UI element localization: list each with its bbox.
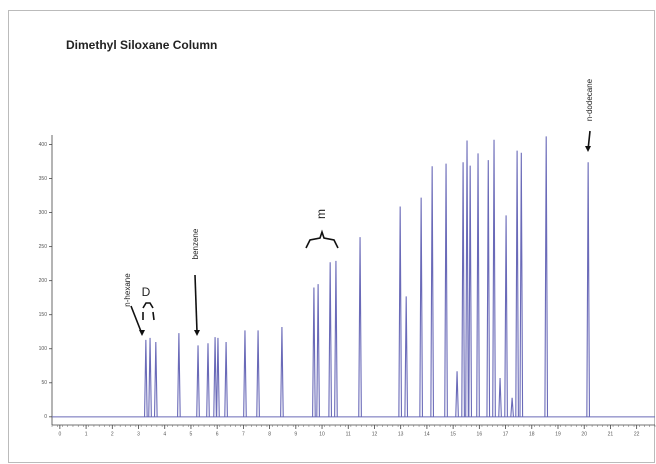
frame <box>8 10 655 463</box>
peak <box>404 296 409 417</box>
peak <box>358 237 362 417</box>
peak <box>519 152 524 417</box>
annotation: benzene <box>191 228 200 259</box>
peak <box>316 284 320 417</box>
bracket <box>305 229 339 249</box>
y-tick-label: 200 <box>39 278 48 284</box>
arrow-head <box>139 330 145 336</box>
peak <box>419 197 423 417</box>
peak <box>510 397 514 417</box>
chart-title: Dimethyl Siloxane Column <box>66 38 217 52</box>
y-tick-label: 50 <box>41 380 47 386</box>
peak <box>144 339 148 417</box>
peak <box>243 330 247 417</box>
peak <box>213 337 217 417</box>
peak <box>430 166 435 417</box>
peak <box>148 337 152 417</box>
peak <box>504 215 508 417</box>
y-tick-label: 300 <box>39 210 48 216</box>
peak <box>206 343 210 417</box>
peak <box>334 260 338 417</box>
peak <box>465 140 469 417</box>
peak <box>492 139 496 417</box>
peak <box>216 337 220 417</box>
peak <box>486 160 491 417</box>
x-tick-label: 16 <box>477 431 483 437</box>
x-tick-label: 9 <box>294 431 297 437</box>
x-tick-label: 19 <box>555 431 561 437</box>
peak <box>398 206 403 417</box>
arrow-head <box>585 146 591 152</box>
x-tick-label: 17 <box>503 431 509 437</box>
peak <box>468 165 473 417</box>
peak <box>544 136 549 417</box>
arrow-head <box>194 330 200 336</box>
peak <box>455 371 459 417</box>
peak <box>224 341 228 417</box>
x-tick-label: 10 <box>319 431 325 437</box>
arrow <box>194 274 198 333</box>
peak <box>256 330 260 417</box>
y-tick-label: 150 <box>39 312 48 318</box>
y-tick-label: 400 <box>39 142 48 148</box>
y-tick-label: 250 <box>39 244 48 250</box>
annotation: D <box>142 285 151 299</box>
x-tick-label: 12 <box>372 431 378 437</box>
bracket <box>142 302 154 309</box>
x-tick-label: 8 <box>268 431 271 437</box>
peak <box>196 345 200 417</box>
x-tick-label: 22 <box>634 431 640 437</box>
peak <box>461 162 465 417</box>
x-tick-label: 0 <box>58 431 61 437</box>
peak <box>153 341 158 417</box>
x-tick-label: 15 <box>450 431 456 437</box>
x-tick-label: 11 <box>346 431 351 437</box>
annotation: n-dodecane <box>585 78 594 121</box>
y-tick-label: 100 <box>39 346 48 352</box>
annotation: m <box>314 209 328 219</box>
peak <box>328 262 333 417</box>
x-tick-label: 2 <box>111 431 114 437</box>
peak <box>586 162 590 417</box>
annotation: n-hexane <box>123 273 132 307</box>
peak <box>515 150 519 417</box>
x-tick-label: 5 <box>190 431 193 437</box>
x-tick-label: 7 <box>242 431 245 437</box>
x-tick-label: 1 <box>85 431 88 437</box>
x-tick-label: 13 <box>398 431 404 437</box>
x-tick-label: 21 <box>608 431 614 437</box>
y-tick-label: 350 <box>39 176 48 182</box>
peak <box>498 378 502 417</box>
x-tick-label: 6 <box>216 431 219 437</box>
bracket <box>142 311 155 321</box>
peak <box>476 153 480 417</box>
x-tick-label: 18 <box>529 431 535 437</box>
peak <box>444 163 448 417</box>
x-tick-label: 4 <box>163 431 166 437</box>
x-tick-label: 14 <box>424 431 430 437</box>
peak <box>177 333 181 417</box>
y-tick-label: 0 <box>44 414 47 420</box>
x-tick-label: 3 <box>137 431 140 437</box>
arrow <box>130 305 143 335</box>
peak <box>312 287 316 417</box>
peak <box>280 326 284 417</box>
x-tick-label: 20 <box>581 431 587 437</box>
